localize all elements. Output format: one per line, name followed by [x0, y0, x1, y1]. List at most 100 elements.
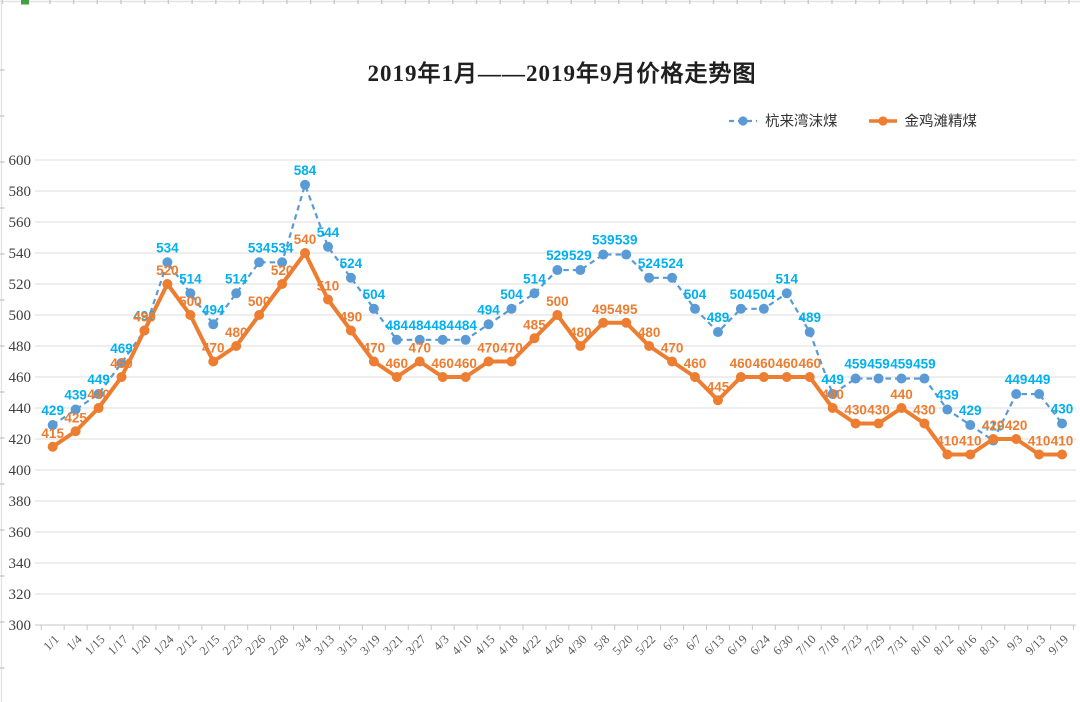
data-point-hanglaiwan[interactable] [277, 257, 288, 268]
data-point-jinjitan[interactable] [552, 310, 563, 320]
data-point-hanglaiwan[interactable] [896, 373, 907, 384]
data-point-hanglaiwan[interactable] [70, 404, 81, 415]
data-point-jinjitan[interactable] [254, 310, 265, 320]
data-point-jinjitan[interactable] [804, 372, 815, 382]
data-point-hanglaiwan[interactable] [300, 179, 311, 190]
svg-text:500: 500 [248, 294, 271, 309]
data-point-jinjitan[interactable] [758, 372, 769, 382]
data-point-hanglaiwan[interactable] [460, 334, 471, 345]
data-point-jinjitan[interactable] [781, 372, 792, 382]
data-point-jinjitan[interactable] [919, 418, 930, 429]
data-point-jinjitan[interactable] [988, 434, 999, 444]
data-point-hanglaiwan[interactable] [506, 303, 517, 314]
data-point-jinjitan[interactable] [345, 325, 356, 336]
data-point-jinjitan[interactable] [529, 333, 540, 344]
data-point-hanglaiwan[interactable] [529, 288, 540, 299]
data-point-jinjitan[interactable] [506, 356, 517, 367]
data-point-jinjitan[interactable] [1057, 449, 1068, 460]
data-point-jinjitan[interactable] [598, 317, 609, 328]
data-point-jinjitan[interactable] [231, 341, 242, 351]
svg-text:460: 460 [776, 356, 799, 371]
data-point-jinjitan[interactable] [277, 279, 288, 289]
data-point-jinjitan[interactable] [162, 279, 173, 289]
data-point-hanglaiwan[interactable] [804, 327, 815, 338]
data-point-jinjitan[interactable] [300, 248, 311, 258]
data-point-jinjitan[interactable] [70, 426, 81, 437]
data-point-jinjitan[interactable] [391, 372, 402, 382]
data-point-jinjitan[interactable] [322, 294, 333, 305]
svg-text:2/26: 2/26 [243, 632, 269, 658]
data-point-hanglaiwan[interactable] [437, 334, 448, 345]
data-point-jinjitan[interactable] [483, 356, 494, 367]
data-point-jinjitan[interactable] [116, 372, 127, 382]
series-line-jinjitan[interactable] [47, 248, 1068, 460]
data-point-hanglaiwan[interactable] [919, 373, 930, 384]
data-point-hanglaiwan[interactable] [414, 334, 425, 345]
data-point-jinjitan[interactable] [460, 372, 471, 382]
data-point-jinjitan[interactable] [185, 310, 196, 320]
data-point-hanglaiwan[interactable] [758, 303, 769, 314]
data-point-hanglaiwan[interactable] [598, 249, 609, 260]
data-point-jinjitan[interactable] [575, 341, 586, 351]
data-point-hanglaiwan[interactable] [1011, 389, 1022, 400]
data-point-hanglaiwan[interactable] [368, 303, 379, 314]
data-point-jinjitan[interactable] [827, 403, 838, 413]
data-point-hanglaiwan[interactable] [322, 241, 333, 252]
data-point-hanglaiwan[interactable] [483, 319, 494, 330]
data-point-hanglaiwan[interactable] [345, 272, 356, 283]
data-point-hanglaiwan[interactable] [162, 257, 173, 268]
data-point-hanglaiwan[interactable] [850, 373, 861, 384]
data-point-hanglaiwan[interactable] [621, 249, 632, 260]
legend-item-series2[interactable]: 金鸡滩精煤 [868, 110, 977, 131]
data-point-jinjitan[interactable] [965, 449, 976, 460]
data-point-jinjitan[interactable] [93, 403, 104, 413]
data-point-hanglaiwan[interactable] [965, 420, 976, 431]
data-point-jinjitan[interactable] [437, 372, 448, 382]
svg-text:470: 470 [661, 341, 684, 356]
data-point-jinjitan[interactable] [735, 372, 746, 382]
legend-item-series1[interactable]: 杭来湾沫煤 [728, 110, 838, 131]
data-point-hanglaiwan[interactable] [781, 288, 792, 299]
data-point-hanglaiwan[interactable] [552, 265, 563, 276]
data-point-jinjitan[interactable] [667, 356, 678, 367]
svg-text:460: 460 [753, 356, 776, 371]
svg-text:470: 470 [408, 341, 431, 356]
data-point-jinjitan[interactable] [690, 372, 701, 382]
data-point-hanglaiwan[interactable] [1057, 418, 1068, 429]
data-point-hanglaiwan[interactable] [208, 319, 219, 330]
data-point-hanglaiwan[interactable] [667, 272, 678, 283]
data-point-hanglaiwan[interactable] [735, 303, 746, 314]
data-point-jinjitan[interactable] [896, 403, 907, 413]
data-point-hanglaiwan[interactable] [873, 373, 884, 384]
svg-text:5/22: 5/22 [633, 632, 659, 658]
data-point-hanglaiwan[interactable] [827, 389, 838, 400]
data-point-jinjitan[interactable] [1034, 449, 1045, 460]
data-point-jinjitan[interactable] [850, 418, 861, 429]
data-point-jinjitan[interactable] [139, 325, 150, 336]
data-point-hanglaiwan[interactable] [93, 389, 104, 400]
data-point-hanglaiwan[interactable] [690, 303, 701, 314]
data-point-jinjitan[interactable] [1011, 434, 1022, 444]
data-point-jinjitan[interactable] [942, 449, 953, 460]
data-point-jinjitan[interactable] [644, 341, 655, 351]
data-point-hanglaiwan[interactable] [942, 404, 953, 415]
data-point-hanglaiwan[interactable] [644, 272, 655, 283]
svg-text:7/23: 7/23 [839, 632, 865, 658]
data-point-jinjitan[interactable] [414, 356, 425, 367]
data-point-jinjitan[interactable] [621, 317, 632, 328]
data-point-hanglaiwan[interactable] [712, 327, 723, 338]
data-point-hanglaiwan[interactable] [391, 334, 402, 345]
data-point-hanglaiwan[interactable] [231, 288, 242, 299]
data-point-jinjitan[interactable] [873, 418, 884, 429]
data-point-hanglaiwan[interactable] [575, 265, 586, 276]
data-point-hanglaiwan[interactable] [254, 257, 265, 268]
data-point-hanglaiwan[interactable] [116, 358, 127, 369]
data-point-hanglaiwan[interactable] [47, 420, 58, 431]
data-point-jinjitan[interactable] [47, 441, 58, 452]
data-point-hanglaiwan[interactable] [1034, 389, 1045, 400]
data-point-jinjitan[interactable] [712, 395, 723, 406]
data-point-jinjitan[interactable] [368, 356, 379, 367]
data-point-jinjitan[interactable] [208, 356, 219, 367]
data-point-hanglaiwan[interactable] [185, 288, 196, 299]
